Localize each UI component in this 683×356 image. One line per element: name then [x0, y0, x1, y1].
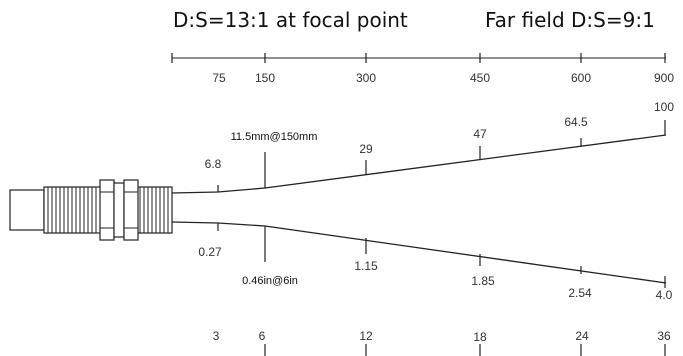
bottom-axis-label-12: 12 — [359, 329, 373, 343]
upper-spot-label-75: 6.8 — [205, 157, 222, 171]
bottom-axis-label-6: 6 — [259, 329, 266, 343]
lower-focal-spot-label: 0.46in@6in — [242, 275, 298, 287]
lower-spot-markers: 0.27 0.46in@6in 1.15 1.85 2.54 4.0 — [198, 223, 673, 302]
upper-focal-spot-label: 11.5mm@150mm — [231, 131, 318, 143]
top-axis-label-600: 600 — [571, 71, 591, 85]
top-axis-label-300: 300 — [356, 71, 376, 85]
sensor-nut-right — [123, 179, 139, 241]
top-axis-label-900: 900 — [654, 71, 674, 85]
lower-spot-label-3: 0.27 — [198, 245, 222, 259]
bottom-axis-label-3: 3 — [213, 329, 220, 343]
beam-upper-edge — [171, 134, 667, 194]
lower-spot-label-12: 1.15 — [354, 259, 378, 273]
lower-spot-label-36: 4.0 — [656, 288, 673, 302]
lower-spot-label-18: 1.85 — [471, 274, 495, 288]
far-field-ratio-heading: Far field D:S=9:1 — [485, 8, 655, 32]
top-axis-label-450: 450 — [470, 71, 490, 85]
bottom-axis-label-24: 24 — [575, 329, 589, 343]
upper-spot-label-300: 29 — [359, 142, 373, 156]
top-axis-label-150: 150 — [255, 71, 275, 85]
beam-lower-edge — [171, 221, 667, 284]
bottom-axis-label-18: 18 — [473, 330, 487, 344]
bottom-axis-label-36: 36 — [657, 329, 671, 343]
upper-spot-label-450: 47 — [473, 127, 487, 141]
lower-spot-label-24: 2.54 — [568, 286, 592, 300]
beam-profile — [171, 134, 667, 284]
sensor-washer — [113, 182, 125, 238]
bottom-distance-axis: 3 6 12 18 24 36 — [213, 329, 671, 356]
upper-spot-markers: 6.8 11.5mm@150mm 29 47 64.5 100 — [205, 100, 674, 192]
top-axis-label-75: 75 — [212, 71, 226, 85]
upper-spot-label-600: 64.5 — [564, 115, 588, 129]
sensor-nut-left — [99, 179, 115, 241]
focal-ratio-heading: D:S=13:1 at focal point — [173, 8, 408, 32]
sensor-body — [9, 179, 173, 241]
upper-spot-label-900: 100 — [654, 100, 674, 114]
top-distance-axis: 75 150 300 450 600 900 — [171, 53, 674, 85]
sensor-tip — [9, 189, 45, 231]
